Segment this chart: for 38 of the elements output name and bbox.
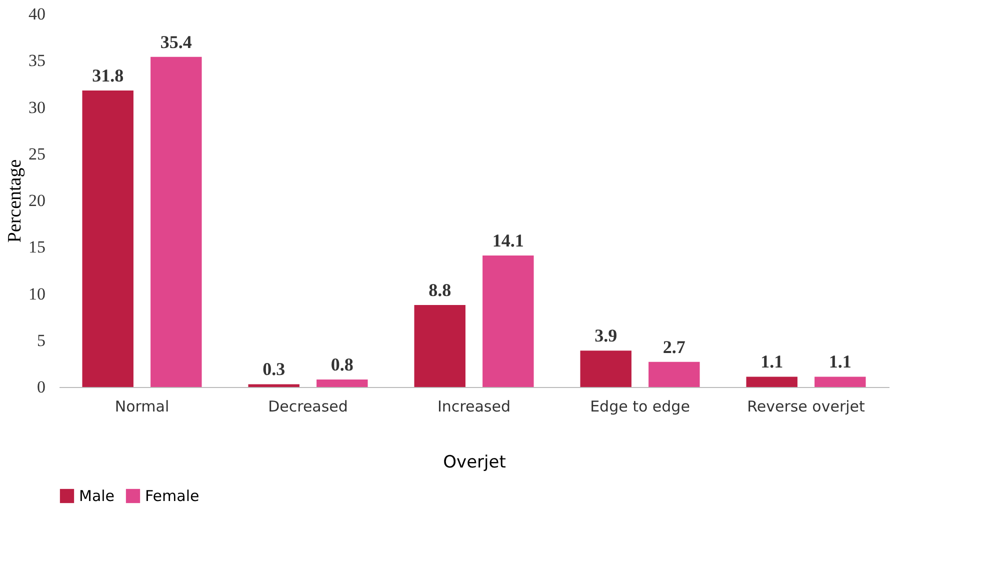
data-label: 2.7 (662, 336, 686, 357)
y-tick-label: 40 (28, 4, 46, 24)
bar (482, 256, 534, 387)
bar (580, 350, 632, 387)
y-tick-label: 35 (28, 51, 46, 70)
legend-label: Female (145, 487, 200, 505)
data-label: 35.4 (160, 32, 192, 52)
y-tick-label: 30 (28, 98, 46, 117)
data-label: 31.8 (92, 65, 124, 86)
data-label: 1.1 (760, 352, 784, 372)
data-label: 0.8 (330, 354, 354, 375)
y-tick-label: 25 (28, 144, 46, 164)
bar (316, 380, 368, 387)
bar (648, 362, 700, 387)
bar (746, 376, 798, 387)
x-tick-label: Decreased (268, 398, 348, 416)
y-tick-label: 0 (37, 378, 46, 396)
x-tick-label: Normal (114, 398, 170, 416)
y-tick-label: 20 (28, 191, 46, 210)
data-label: 3.9 (594, 326, 618, 346)
y-axis-title: Percentage (4, 159, 26, 243)
y-tick-label: 5 (37, 330, 46, 350)
bar (82, 90, 134, 387)
bar (248, 384, 300, 387)
data-label: 1.1 (828, 352, 852, 372)
y-tick-label: 15 (28, 238, 46, 257)
data-label: 8.8 (428, 280, 452, 300)
x-axis-title: Overjet (443, 452, 506, 472)
legend-label: Male (79, 487, 115, 505)
bar (414, 304, 466, 387)
data-label: 0.3 (262, 359, 286, 380)
x-tick-label: Edge to edge (590, 398, 690, 416)
y-tick-label: 10 (28, 284, 46, 304)
x-tick-label: Reverse overjet (747, 398, 866, 416)
bar (814, 376, 866, 387)
data-label: 14.1 (492, 230, 524, 251)
bar (150, 56, 202, 387)
x-tick-label: Increased (437, 398, 511, 416)
